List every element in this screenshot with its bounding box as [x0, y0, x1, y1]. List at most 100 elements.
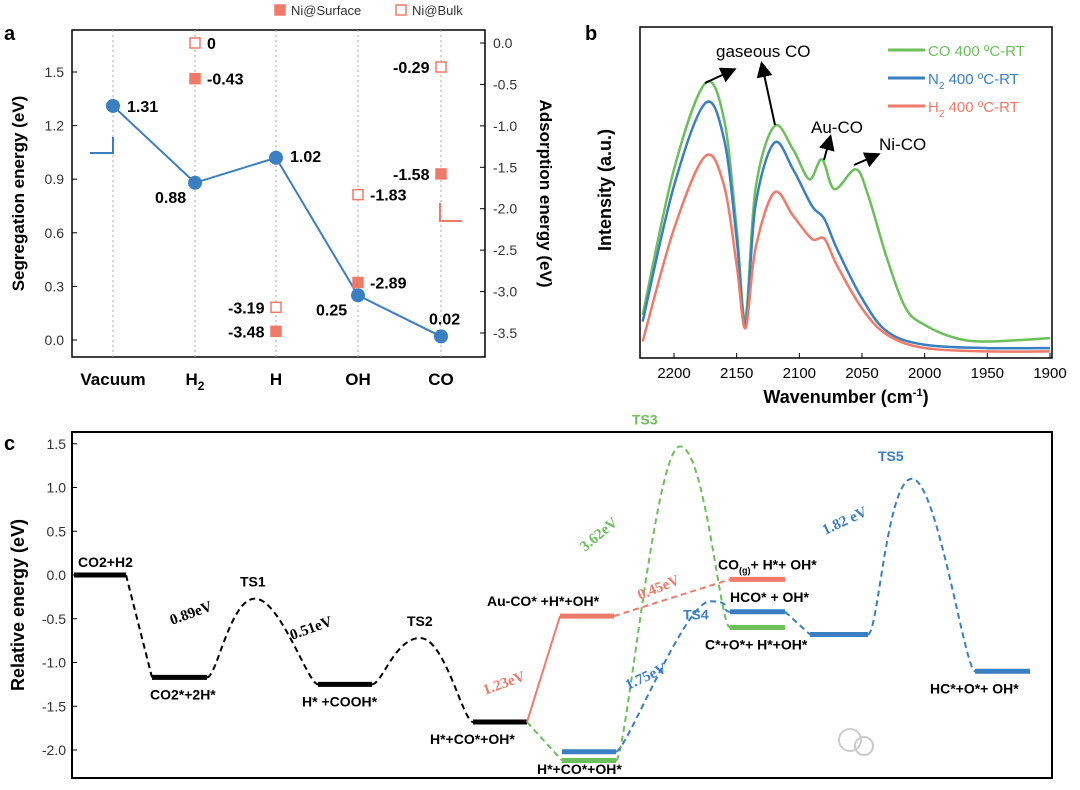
y-tick-label: 1.5 — [47, 436, 67, 452]
segregation-label: 1.31 — [127, 99, 158, 116]
rest: 400 ºC-RT — [944, 99, 1018, 116]
adsorption-label: -1.58 — [393, 167, 430, 184]
x-tick-label: CO — [428, 370, 454, 389]
segregation-point — [434, 329, 448, 344]
x-tick-label: 1900 — [1033, 365, 1066, 382]
barrier-label: 1.23eV — [481, 669, 528, 699]
energy-level-label: HC*+O*+ OH* — [930, 680, 1019, 696]
plot-frame — [639, 26, 1053, 359]
y2-tick-label: -3.5 — [493, 325, 517, 341]
chart-c: 1.5 1.0 0.5 0.0 -0.5 -1.0 -1.5 -2.0 Relative ene… — [8, 411, 1053, 779]
annotation-arrow-icon — [756, 61, 776, 126]
transition-state-label: TS1 — [240, 574, 266, 590]
adsorption-label: -3.19 — [228, 300, 265, 317]
y-tick-label: -0.5 — [42, 611, 66, 627]
r: + H*+ OH* — [751, 556, 818, 572]
x-tick-label: 1950 — [971, 365, 1004, 382]
x-tick-label: H — [270, 370, 282, 389]
transition-state-label: TS4 — [683, 606, 709, 622]
y-tick-label: 1.5 — [45, 64, 65, 80]
barrier-label: 0.89eV — [168, 599, 215, 629]
chart-b: 2200 2150 2100 2050 2000 1950 1900 Wavenumber (… — [595, 26, 1067, 407]
y-tick-label: -1.0 — [42, 655, 66, 671]
y2-tick-label: -0.5 — [493, 76, 517, 92]
watermark-logo — [838, 728, 874, 756]
adsorption-point — [352, 276, 364, 289]
adsorption-label: -0.43 — [207, 72, 244, 89]
sub: (g) — [739, 565, 751, 575]
adsorption-point — [270, 301, 282, 314]
y2-axis-label: Adsorption energy (eV) — [536, 100, 555, 288]
adsorption-point — [270, 325, 282, 338]
reaction-path — [867, 477, 976, 673]
left-axis-arrow-icon — [90, 137, 114, 154]
adsorption-label: -3.48 — [228, 324, 265, 341]
energy-level-label: H* +COOH* — [302, 693, 378, 709]
energy-level-label: C*+O*+ H*+OH* — [705, 637, 808, 653]
reaction-path — [526, 615, 561, 723]
reaction-path — [784, 611, 811, 636]
annotation-arrow-icon — [819, 134, 835, 161]
y2-tick-label: -1.0 — [493, 118, 517, 134]
segregation-point — [269, 150, 283, 165]
annotation-arrow-icon — [704, 67, 737, 84]
adsorption-point — [435, 168, 447, 180]
y-tick-label: -2.0 — [42, 742, 66, 758]
superscript: -1 — [913, 387, 923, 399]
energy-level-label: Au-CO* +H*+OH* — [487, 593, 600, 609]
adsorption-point — [189, 37, 201, 49]
x-axis-label: Wavenumber (cm-1) — [763, 387, 928, 407]
y-tick-label: 0.6 — [45, 225, 65, 241]
x-tick-label: 2150 — [720, 365, 753, 382]
reaction-path — [371, 636, 474, 723]
x-tick-label: 2200 — [657, 365, 690, 382]
adsorption-label: 0 — [207, 36, 216, 53]
segregation-label: 1.02 — [290, 149, 321, 166]
paren: ) — [923, 387, 929, 407]
y-tick-label: 1.0 — [47, 480, 67, 496]
plot-frame — [71, 29, 486, 358]
right-axis-arrow-icon — [439, 203, 462, 222]
adsorption-label: -1.83 — [370, 188, 407, 205]
y-axis-label: Relative energy (eV) — [8, 519, 28, 691]
plot-frame — [71, 431, 1053, 779]
barrier-label: 0.45eV — [636, 572, 683, 603]
rest: 400 ºC-RT — [944, 71, 1018, 88]
segregation-point — [351, 288, 365, 303]
x-tick-label: OH — [345, 370, 371, 389]
y-tick-label: 0.5 — [47, 523, 67, 539]
y2-tick-label: -2.5 — [493, 242, 517, 258]
y2-tick-label: -1.5 — [493, 159, 517, 175]
y-axis-label: Intensity (a.u.) — [595, 129, 615, 251]
x-tick-label: Vacuum — [80, 370, 145, 389]
energy-level-label: H*+CO*+OH* — [430, 731, 515, 747]
panel-label-a: a — [4, 23, 16, 45]
barrier-label: 1.82 eV — [820, 504, 870, 539]
energy-level-label: CO(g)+ H*+ OH* — [718, 556, 817, 575]
annotation: gaseous CO — [716, 42, 811, 61]
x-tick-label: 2000 — [908, 365, 941, 382]
segregation-label: 0.02 — [429, 311, 460, 328]
barrier-label: 0.51eV — [288, 614, 335, 644]
y-axis-label: Segregation energy (eV) — [9, 96, 28, 292]
energy-level-label: CO2+H2 — [78, 554, 133, 570]
reaction-path — [526, 721, 563, 762]
transition-state-label: TS2 — [407, 613, 433, 629]
y2-tick-label: -3.0 — [493, 284, 517, 300]
y2-tick-label: -2.0 — [493, 201, 517, 217]
segregation-label: 0.25 — [316, 302, 347, 319]
legend-marker — [274, 4, 286, 16]
segregation-point — [188, 175, 202, 190]
transition-state-label: TS5 — [878, 448, 904, 464]
legend-label: H2 400 ºC-RT — [928, 99, 1019, 120]
energy-level-label: HCO* + OH* — [730, 589, 810, 605]
legend-label: Ni@Surface — [291, 3, 361, 18]
y-tick-label: 0.0 — [47, 567, 67, 583]
transition-state-label: TS3 — [632, 411, 658, 427]
y-tick-label: 0.0 — [45, 332, 65, 348]
legend-label: Ni@Bulk — [412, 3, 463, 18]
adsorption-point — [435, 61, 447, 73]
reaction-path — [613, 578, 731, 618]
y2-tick-label: 0.0 — [493, 35, 513, 51]
x-tick-label: 2050 — [845, 365, 878, 382]
